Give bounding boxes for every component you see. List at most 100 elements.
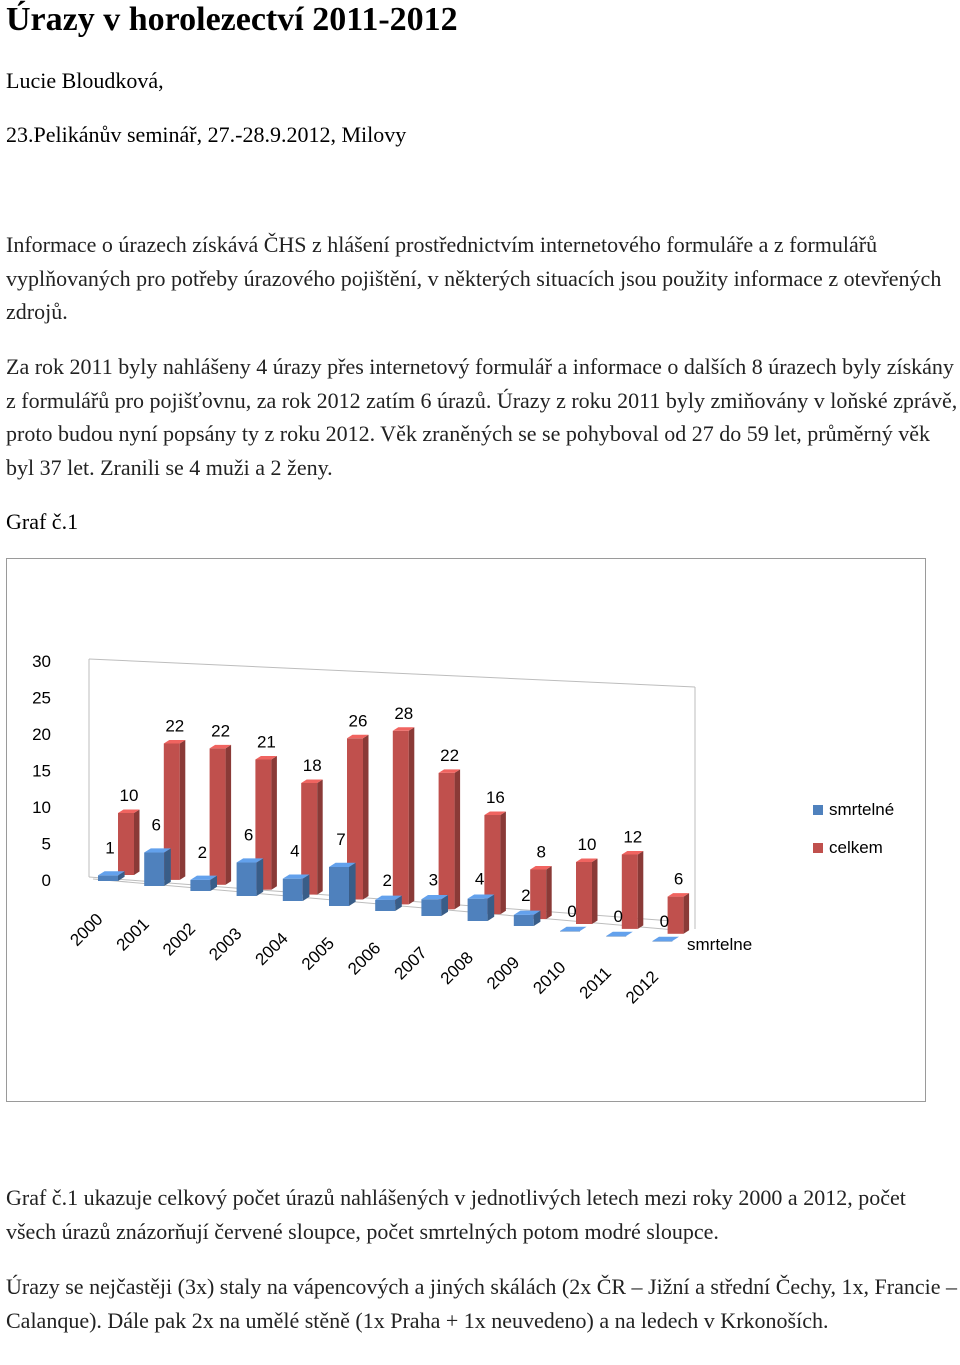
- x-tick-label: 2001: [113, 914, 153, 954]
- x-tick-label: 2008: [437, 948, 477, 988]
- bar-smrtelne-2007-top: [421, 895, 448, 900]
- bar-celkem-2002: [209, 748, 226, 885]
- data-label-smrtelne-2000: 1: [105, 838, 114, 857]
- data-label-smrtelne-2002: 2: [198, 843, 207, 862]
- data-label-smrtelne-2012: 0: [660, 912, 669, 931]
- x-tick-label: 2009: [483, 953, 523, 993]
- chart-back-wall-top-edge: [88, 658, 696, 688]
- data-label-celkem-2009: 8: [536, 843, 545, 862]
- bar-smrtelne-2002: [190, 879, 211, 891]
- legend-label-smrtelne: smrtelné: [829, 800, 894, 819]
- x-tick-label: 2002: [159, 919, 199, 959]
- bar-smrtelne-2005-top: [329, 862, 356, 867]
- data-label-smrtelne-2011: 0: [613, 907, 622, 926]
- bar-celkem-2010-top: [576, 858, 598, 862]
- data-label-celkem-2010: 10: [578, 835, 597, 854]
- x-tick-label: 2010: [529, 958, 569, 998]
- bar-smrtelne-2003-top: [236, 858, 264, 863]
- bar-celkem-2008-side: [500, 811, 506, 915]
- bar-smrtelne-2000: [98, 875, 118, 881]
- data-label-celkem-2000: 10: [120, 786, 139, 805]
- bar-celkem-2009-side: [546, 866, 552, 920]
- bar-celkem-2012-top: [667, 893, 690, 897]
- bar-celkem-2009: [530, 869, 547, 920]
- x-tick-label: 2005: [298, 934, 338, 974]
- bar-celkem-2004: [301, 783, 318, 895]
- bar-celkem-2009-top: [530, 866, 552, 870]
- data-label-celkem-2004: 18: [303, 756, 322, 775]
- document-title: Úrazy v horolezectví 2011-2012: [6, 1, 458, 38]
- bar-celkem-2005-top: [347, 734, 369, 739]
- y-tick-label: 30: [32, 652, 51, 671]
- bar-celkem-2001-top: [163, 740, 186, 744]
- bar-smrtelne-2008: [467, 898, 488, 921]
- y-tick-label: 25: [32, 689, 51, 708]
- y-tick-label: 10: [32, 798, 51, 817]
- data-label-smrtelne-2009: 2: [521, 886, 530, 905]
- bar-smrtelne-2006-top: [375, 895, 402, 900]
- bar-smrtelne-2001-side: [164, 848, 171, 886]
- bar-smrtelne-2009: [513, 914, 534, 926]
- bar-celkem-2011: [621, 854, 638, 929]
- bar-smrtelne-2005-side: [349, 862, 356, 906]
- bar-celkem-2007-top: [438, 769, 461, 773]
- bar-smrtelne-2003-side: [256, 858, 264, 896]
- bar-celkem-2006-top: [392, 727, 415, 731]
- bar-smrtelne-2011: [606, 936, 627, 937]
- bar-smrtelne-2002-top: [190, 875, 217, 880]
- bar-smrtelne-2011-top: [606, 931, 633, 936]
- x-tick-label: 2006: [344, 938, 384, 978]
- graph-caption: Graf č.1: [6, 509, 79, 534]
- bar-celkem-2000-top: [118, 809, 140, 813]
- bar-smrtelne-2009-top: [513, 910, 541, 915]
- bar-smrtelne-2000-side: [118, 871, 125, 881]
- bar-smrtelne-2006: [375, 899, 396, 911]
- bar-celkem-2010-side: [592, 858, 598, 924]
- bar-smrtelne-2001-top: [144, 848, 171, 853]
- data-label-smrtelne-2010: 0: [567, 902, 576, 921]
- data-label-celkem-2007: 22: [440, 746, 459, 765]
- bar-celkem-2008-top: [484, 811, 506, 815]
- x-tick-label: 2000: [66, 910, 106, 950]
- data-label-celkem-2001: 22: [165, 717, 184, 736]
- bar-celkem-2000-side: [134, 809, 140, 875]
- bar-smrtelne-2000-top: [98, 871, 125, 876]
- chart-frame: 0 5 10 15 20 25 30 10 22 22 21 18 26 28 22 16 8 10 12 6 1 6 2 6…: [6, 558, 926, 1102]
- bar-smrtelne-2012: [652, 941, 673, 942]
- legend-swatch-celkem: [813, 843, 823, 853]
- legend-swatch-smrtelne: [813, 805, 823, 815]
- bar-celkem-2001-side: [179, 740, 186, 880]
- bar-celkem-2007: [438, 772, 455, 910]
- legend-label-celkem: celkem: [829, 838, 883, 857]
- bar-smrtelne-2005: [329, 866, 349, 906]
- bar-smrtelne-2002-side: [210, 875, 217, 891]
- data-label-smrtelne-2008: 4: [475, 870, 484, 889]
- x-tick-label: 2007: [390, 943, 430, 983]
- bar-smrtelne-2012-top: [652, 936, 679, 941]
- bar-celkem-2012: [667, 896, 684, 934]
- bar-celkem-2005-side: [363, 734, 369, 900]
- bar-celkem-2003: [255, 759, 272, 890]
- data-label-smrtelne-2006: 2: [382, 871, 391, 890]
- data-label-celkem-2008: 16: [486, 788, 505, 807]
- data-label-celkem-2011: 12: [623, 828, 642, 847]
- x-tick-label: 2004: [252, 929, 292, 969]
- data-label-celkem-2005: 26: [349, 711, 368, 730]
- x-tick-label: 2003: [205, 924, 245, 964]
- bar-smrtelne-2008-side: [487, 894, 495, 921]
- bar-smrtelne-2001: [144, 852, 165, 886]
- bar-celkem-2010: [576, 862, 592, 924]
- bar-smrtelne-2008-top: [467, 894, 495, 899]
- bar-smrtelne-2006-side: [395, 895, 402, 911]
- bar-celkem-2000: [118, 813, 134, 875]
- data-label-celkem-2012: 6: [674, 870, 683, 889]
- y-tick-label: 15: [32, 762, 51, 781]
- intro-paragraph: Informace o úrazech získává ČHS z hlášen…: [6, 232, 942, 324]
- bar-smrtelne-2010: [560, 931, 580, 932]
- bar-celkem-2008: [484, 815, 501, 915]
- depth-axis-label: smrtelne: [687, 935, 752, 954]
- event-line: 23.Pelikánův seminář, 27.-28.9.2012, Mil…: [6, 122, 407, 147]
- bar-smrtelne-2007-side: [441, 895, 448, 916]
- bar-smrtelne-2004-top: [282, 874, 310, 879]
